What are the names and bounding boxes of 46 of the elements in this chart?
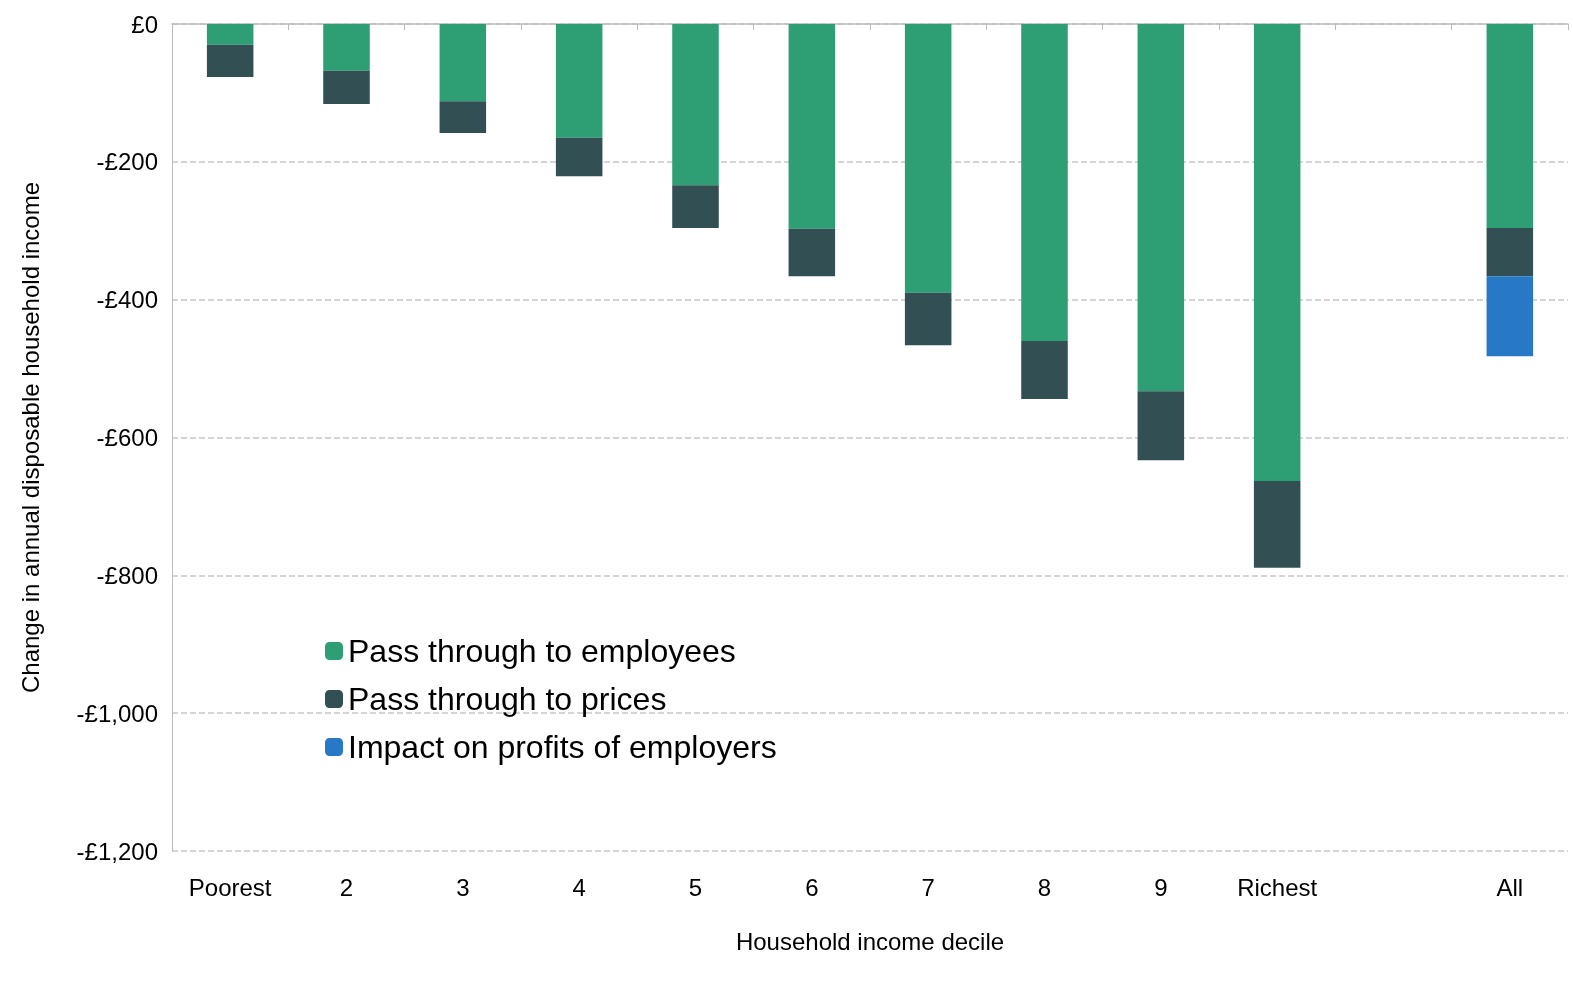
bar	[1021, 24, 1068, 342]
bar	[1486, 24, 1534, 228]
bar	[904, 292, 952, 346]
x-axis-title: Household income decile	[735, 927, 1005, 955]
x-tick-label: 4	[572, 873, 586, 901]
x-tick-label: 6	[805, 873, 819, 901]
y-tick-label: -£600	[96, 424, 158, 451]
bar	[206, 24, 254, 45]
y-tick-label: -£1,000	[76, 699, 158, 727]
bar	[439, 101, 487, 133]
bar	[439, 24, 487, 102]
bar	[788, 228, 836, 277]
y-axis-title: Change in annual disposable household income	[16, 181, 44, 694]
bar	[1137, 24, 1185, 392]
y-tick-label: -£1,200	[76, 837, 158, 865]
bar	[788, 24, 836, 229]
bar	[206, 44, 254, 78]
y-tick-label: £0	[131, 10, 158, 38]
x-tick-label: Poorest	[188, 873, 272, 901]
y-tick-label: -£800	[96, 561, 158, 589]
bar	[904, 24, 952, 293]
x-tick-label: Richest	[1237, 873, 1318, 901]
bar	[1486, 227, 1534, 277]
y-tick-label: -£200	[96, 148, 158, 176]
x-tick-label: 9	[1154, 873, 1168, 901]
y-tick-label: -£400	[96, 286, 158, 314]
x-tick-label: 2	[339, 873, 354, 901]
x-tick-label: 8	[1037, 873, 1052, 901]
x-tick-label: All	[1496, 873, 1524, 901]
legend-label: Pass through to prices	[348, 681, 667, 717]
bar	[1253, 24, 1301, 481]
bar	[672, 185, 719, 228]
legend-label: Pass through to employees	[348, 633, 736, 669]
x-tick-label: 3	[456, 873, 470, 901]
bar	[1021, 341, 1068, 399]
x-tick-label: 5	[688, 873, 703, 901]
bar	[323, 70, 370, 104]
bar	[672, 24, 719, 186]
bar	[323, 24, 370, 71]
bar	[555, 24, 603, 138]
bar	[1253, 480, 1301, 568]
bar	[1486, 276, 1534, 357]
legend-label: Impact on profits of employers	[348, 729, 777, 765]
bar	[555, 137, 603, 177]
x-tick-label: 7	[921, 873, 935, 901]
bar	[1137, 391, 1185, 461]
